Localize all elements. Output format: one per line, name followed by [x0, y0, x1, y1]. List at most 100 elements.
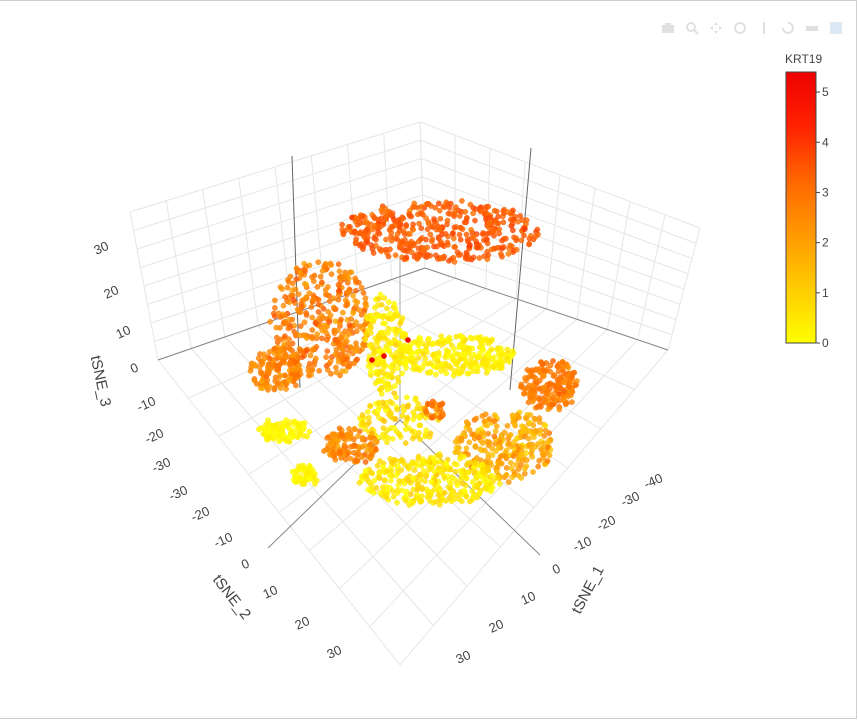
scatter-point: [410, 435, 416, 442]
grid-lines: [129, 121, 701, 666]
scatter-point: [375, 474, 382, 481]
scatter-point: [436, 207, 443, 214]
scatter-point: [417, 210, 424, 217]
scatter-point: [271, 386, 278, 393]
scatter-point: [392, 305, 399, 312]
orbit-icon[interactable]: [732, 20, 748, 36]
scatter-point: [392, 312, 398, 318]
scatter-point: [333, 369, 340, 376]
scatter-point: [266, 434, 272, 441]
scatter-point: [557, 376, 564, 382]
x-tick-label: 20: [487, 616, 506, 636]
scatter-point: [445, 201, 451, 208]
scatter-point: [492, 428, 499, 434]
scatter-point: [500, 219, 507, 226]
scatter-point: [388, 459, 395, 466]
scatter-point: [521, 426, 528, 432]
scatter-point: [523, 463, 530, 469]
scatter-point: [424, 226, 431, 233]
scatter-point: [378, 376, 385, 383]
scatter-point: [285, 278, 292, 285]
zoom-icon[interactable]: [684, 20, 700, 36]
scatter-point: [339, 342, 346, 349]
colorbar-tick-label: 2: [822, 236, 829, 250]
scatter-point: [493, 423, 500, 429]
scatter-point: [324, 336, 330, 343]
scatter-point: [519, 457, 526, 464]
scatter-point: [382, 320, 388, 327]
scatter-point: [463, 493, 470, 500]
scatter-point: [484, 422, 491, 429]
scatter-point: [393, 331, 400, 337]
y-tick-label: -30: [167, 482, 190, 503]
colorbar-tick-label: 4: [822, 135, 829, 149]
scatter-point: [300, 465, 307, 472]
scatter-point: [503, 472, 510, 478]
scatter-point: [479, 413, 486, 419]
scatter-point: [411, 200, 418, 207]
scatter-point: [400, 407, 407, 414]
scatter-point: [501, 429, 508, 436]
scatter-point: [388, 477, 394, 484]
scatter-point: [273, 433, 280, 440]
scatter-point: [541, 372, 547, 379]
scatter-point: [450, 230, 456, 237]
camera-icon[interactable]: [660, 20, 676, 36]
scatter-point: [390, 326, 396, 333]
scatter-point: [410, 226, 416, 233]
scatter-point: [383, 494, 390, 501]
scatter-point: [522, 226, 528, 232]
pan-icon[interactable]: [708, 20, 724, 36]
hover-icon[interactable]: [804, 20, 820, 36]
scatter-point: [454, 482, 461, 489]
scatter-point: [408, 213, 415, 220]
scatter-point: [404, 394, 410, 401]
scatter-point: [452, 438, 459, 445]
scatter-point: [458, 333, 464, 340]
x-tick-label: 10: [519, 588, 538, 608]
scatter-point: [505, 251, 512, 257]
scatter-point: [323, 362, 330, 369]
scatter-point: [368, 312, 375, 319]
scatter-point: [437, 402, 444, 409]
scatter-point: [521, 390, 527, 397]
scatter-point: [418, 225, 425, 232]
scatter-point: [307, 352, 314, 359]
scatter-point: [316, 368, 322, 374]
scatter-point: [283, 417, 290, 423]
scatter-point: [355, 449, 361, 455]
scatter-point: [385, 411, 392, 418]
scatter-point: [451, 259, 458, 265]
scatter-point: [295, 421, 302, 427]
scatter-point: [435, 200, 442, 207]
scatter-point: [359, 434, 366, 441]
scatter-point: [303, 294, 309, 301]
scatter-point: [348, 269, 355, 276]
scatter-point: [451, 460, 458, 467]
scatter-point: [336, 268, 343, 275]
scatter-point: [510, 453, 517, 460]
scatter-point: [535, 441, 541, 447]
scatter-point: [485, 366, 492, 373]
scatter-point: [423, 343, 429, 349]
scatter-point: [446, 334, 453, 341]
scatter-point: [385, 434, 391, 441]
scatter-point: [485, 203, 492, 210]
scatter-point: [393, 472, 399, 479]
turntable-icon[interactable]: [756, 20, 772, 36]
scatter-point: [338, 316, 344, 323]
z-tick-label: 20: [102, 282, 121, 302]
scatter-point: [394, 406, 400, 413]
scatter-point: [451, 224, 458, 231]
scatter-point: [364, 408, 371, 415]
plotly-logo-icon[interactable]: [828, 20, 844, 36]
reset-camera-icon[interactable]: [780, 20, 796, 36]
scatter-point: [445, 210, 452, 217]
scatter-point: [425, 335, 432, 342]
scatter-point: [398, 360, 405, 366]
scatter-point: [360, 421, 367, 427]
scatter-point: [423, 408, 429, 415]
scatter-point: [286, 438, 293, 445]
scatter-point: [283, 312, 289, 319]
